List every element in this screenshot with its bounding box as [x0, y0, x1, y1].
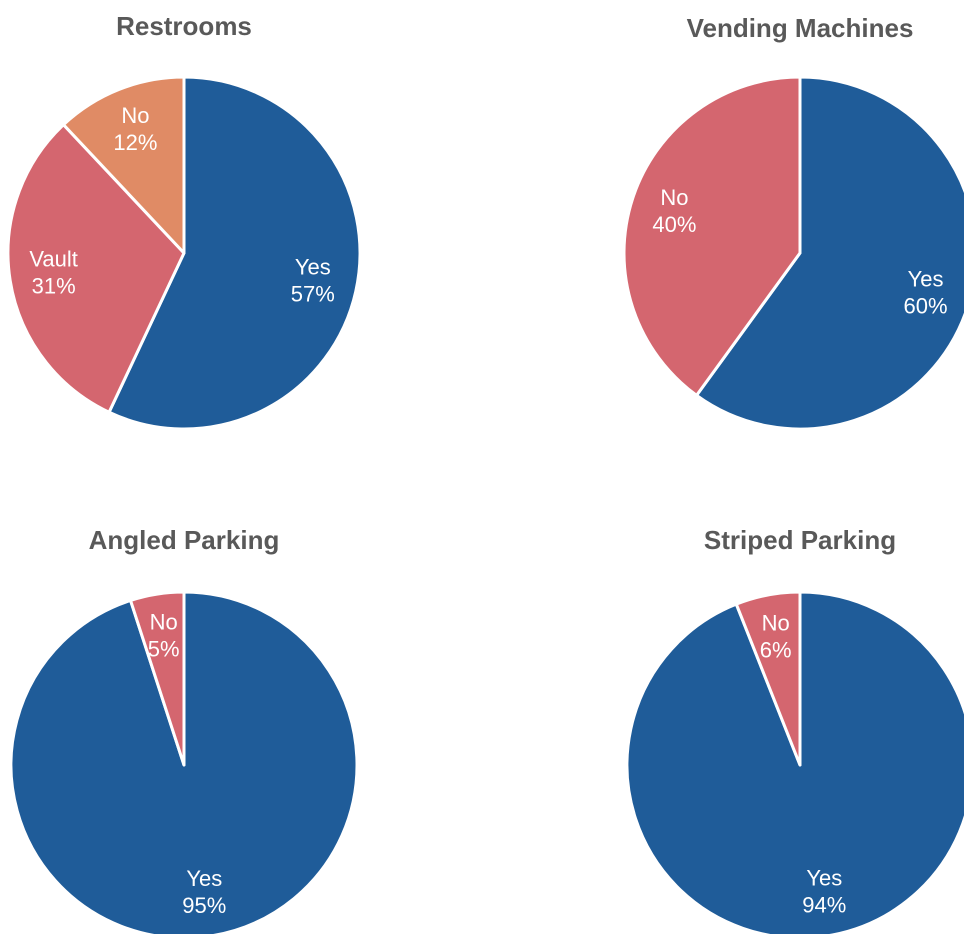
chart-title: Angled Parking [89, 525, 280, 555]
chart-title: Restrooms [116, 11, 252, 41]
pie-slice [9, 590, 359, 934]
slice-value-label: 57% [291, 282, 335, 307]
slice-category: No [121, 103, 149, 128]
chart-title: Vending Machines [687, 13, 914, 43]
pie-slice [107, 75, 362, 431]
slice-value-label: 12% [113, 130, 157, 155]
slice-category: No [762, 610, 790, 635]
slice-category: Yes [186, 866, 222, 891]
pie-slice [622, 75, 802, 397]
slice-category: Yes [908, 267, 944, 292]
slice-category: No [660, 185, 688, 210]
slice-category: No [150, 610, 178, 635]
slice-value-label: 40% [652, 212, 696, 237]
slice-value-label: 94% [802, 892, 846, 917]
pie-slice [6, 123, 186, 414]
slice-value-label: 31% [32, 273, 76, 298]
pie-slice [62, 75, 186, 255]
pie-slice [734, 590, 802, 767]
slice-category: Yes [806, 865, 842, 890]
pie-slice [625, 590, 964, 934]
slice-value-label: 95% [182, 893, 226, 918]
slice-category: Yes [295, 255, 331, 280]
slice-value-label: 6% [760, 637, 792, 662]
pie-slice [695, 75, 964, 431]
pie-slice [129, 590, 186, 767]
chart-title: Striped Parking [704, 525, 896, 555]
slice-value-label: 5% [148, 637, 180, 662]
slice-value-label: 60% [904, 294, 948, 319]
slice-category: Vault [29, 246, 78, 271]
